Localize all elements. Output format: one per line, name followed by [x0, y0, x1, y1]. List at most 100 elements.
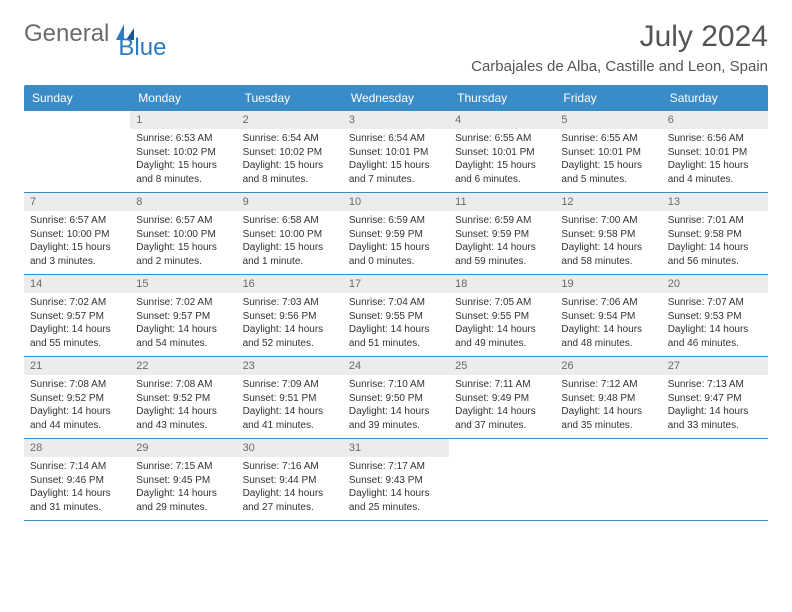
daylight-line: Daylight: 14 hours and 39 minutes.: [349, 405, 443, 432]
day-body: Sunrise: 7:12 AMSunset: 9:48 PMDaylight:…: [555, 375, 661, 438]
day-body: Sunrise: 6:58 AMSunset: 10:00 PMDaylight…: [237, 211, 343, 274]
day-number: 20: [662, 275, 768, 293]
calendar-cell: 7Sunrise: 6:57 AMSunset: 10:00 PMDayligh…: [24, 193, 130, 274]
daylight-line: Daylight: 14 hours and 49 minutes.: [455, 323, 549, 350]
day-number: 7: [24, 193, 130, 211]
day-body: Sunrise: 6:53 AMSunset: 10:02 PMDaylight…: [130, 129, 236, 192]
sunrise-line: Sunrise: 6:57 AM: [30, 214, 124, 228]
day-body: Sunrise: 7:09 AMSunset: 9:51 PMDaylight:…: [237, 375, 343, 438]
sunrise-line: Sunrise: 7:11 AM: [455, 378, 549, 392]
calendar-header-row: Sunday Monday Tuesday Wednesday Thursday…: [24, 85, 768, 111]
sunrise-line: Sunrise: 7:13 AM: [668, 378, 762, 392]
day-number: 10: [343, 193, 449, 211]
day-number: 29: [130, 439, 236, 457]
daylight-line: Daylight: 14 hours and 27 minutes.: [243, 487, 337, 514]
day-body: Sunrise: 7:00 AMSunset: 9:58 PMDaylight:…: [555, 211, 661, 274]
day-number: 28: [24, 439, 130, 457]
col-saturday: Saturday: [662, 85, 768, 111]
sunset-line: Sunset: 10:00 PM: [30, 228, 124, 242]
calendar-cell: 30Sunrise: 7:16 AMSunset: 9:44 PMDayligh…: [237, 439, 343, 520]
day-number: 21: [24, 357, 130, 375]
day-body: Sunrise: 6:55 AMSunset: 10:01 PMDaylight…: [555, 129, 661, 192]
sunset-line: Sunset: 9:52 PM: [136, 392, 230, 406]
daylight-line: Daylight: 15 hours and 6 minutes.: [455, 159, 549, 186]
day-number: 14: [24, 275, 130, 293]
calendar-cell: 3Sunrise: 6:54 AMSunset: 10:01 PMDayligh…: [343, 111, 449, 192]
sunrise-line: Sunrise: 6:58 AM: [243, 214, 337, 228]
sunrise-line: Sunrise: 7:09 AM: [243, 378, 337, 392]
calendar-cell: 18Sunrise: 7:05 AMSunset: 9:55 PMDayligh…: [449, 275, 555, 356]
day-number: 16: [237, 275, 343, 293]
sunset-line: Sunset: 9:48 PM: [561, 392, 655, 406]
daylight-line: Daylight: 14 hours and 56 minutes.: [668, 241, 762, 268]
sunrise-line: Sunrise: 7:02 AM: [30, 296, 124, 310]
calendar-row: 14Sunrise: 7:02 AMSunset: 9:57 PMDayligh…: [24, 275, 768, 357]
day-body: Sunrise: 7:13 AMSunset: 9:47 PMDaylight:…: [662, 375, 768, 438]
day-body: Sunrise: 7:16 AMSunset: 9:44 PMDaylight:…: [237, 457, 343, 520]
col-wednesday: Wednesday: [343, 85, 449, 111]
day-number: 26: [555, 357, 661, 375]
day-number: 27: [662, 357, 768, 375]
sunrise-line: Sunrise: 7:17 AM: [349, 460, 443, 474]
day-body: Sunrise: 6:54 AMSunset: 10:02 PMDaylight…: [237, 129, 343, 192]
daylight-line: Daylight: 15 hours and 2 minutes.: [136, 241, 230, 268]
daylight-line: Daylight: 15 hours and 8 minutes.: [243, 159, 337, 186]
sunrise-line: Sunrise: 6:55 AM: [455, 132, 549, 146]
daylight-line: Daylight: 14 hours and 35 minutes.: [561, 405, 655, 432]
calendar-cell: 27Sunrise: 7:13 AMSunset: 9:47 PMDayligh…: [662, 357, 768, 438]
title-block: July 2024 Carbajales de Alba, Castille a…: [471, 20, 768, 75]
daylight-line: Daylight: 14 hours and 48 minutes.: [561, 323, 655, 350]
sunset-line: Sunset: 10:01 PM: [455, 146, 549, 160]
day-number: 15: [130, 275, 236, 293]
calendar-cell: 9Sunrise: 6:58 AMSunset: 10:00 PMDayligh…: [237, 193, 343, 274]
sunset-line: Sunset: 10:02 PM: [243, 146, 337, 160]
sunrise-line: Sunrise: 6:56 AM: [668, 132, 762, 146]
daylight-line: Daylight: 14 hours and 58 minutes.: [561, 241, 655, 268]
col-thursday: Thursday: [449, 85, 555, 111]
sunrise-line: Sunrise: 7:00 AM: [561, 214, 655, 228]
sunset-line: Sunset: 9:54 PM: [561, 310, 655, 324]
sunrise-line: Sunrise: 6:57 AM: [136, 214, 230, 228]
location: Carbajales de Alba, Castille and Leon, S…: [471, 58, 768, 75]
sunrise-line: Sunrise: 7:10 AM: [349, 378, 443, 392]
daylight-line: Daylight: 14 hours and 41 minutes.: [243, 405, 337, 432]
daylight-line: Daylight: 14 hours and 29 minutes.: [136, 487, 230, 514]
daylight-line: Daylight: 14 hours and 51 minutes.: [349, 323, 443, 350]
calendar-cell: 6Sunrise: 6:56 AMSunset: 10:01 PMDayligh…: [662, 111, 768, 192]
day-number: 23: [237, 357, 343, 375]
day-number: 6: [662, 111, 768, 129]
sunrise-line: Sunrise: 6:59 AM: [455, 214, 549, 228]
sunset-line: Sunset: 9:53 PM: [668, 310, 762, 324]
calendar-cell: 15Sunrise: 7:02 AMSunset: 9:57 PMDayligh…: [130, 275, 236, 356]
sunrise-line: Sunrise: 6:54 AM: [349, 132, 443, 146]
daylight-line: Daylight: 14 hours and 31 minutes.: [30, 487, 124, 514]
sunset-line: Sunset: 9:44 PM: [243, 474, 337, 488]
daylight-line: Daylight: 15 hours and 3 minutes.: [30, 241, 124, 268]
day-body: Sunrise: 6:59 AMSunset: 9:59 PMDaylight:…: [343, 211, 449, 274]
day-body: Sunrise: 6:54 AMSunset: 10:01 PMDaylight…: [343, 129, 449, 192]
day-body: Sunrise: 6:59 AMSunset: 9:59 PMDaylight:…: [449, 211, 555, 274]
day-number: 2: [237, 111, 343, 129]
calendar-cell: 20Sunrise: 7:07 AMSunset: 9:53 PMDayligh…: [662, 275, 768, 356]
daylight-line: Daylight: 14 hours and 25 minutes.: [349, 487, 443, 514]
daylight-line: Daylight: 15 hours and 0 minutes.: [349, 241, 443, 268]
day-body: Sunrise: 6:57 AMSunset: 10:00 PMDaylight…: [24, 211, 130, 274]
day-number: 3: [343, 111, 449, 129]
calendar-row: 21Sunrise: 7:08 AMSunset: 9:52 PMDayligh…: [24, 357, 768, 439]
sunset-line: Sunset: 10:00 PM: [243, 228, 337, 242]
daylight-line: Daylight: 15 hours and 7 minutes.: [349, 159, 443, 186]
col-sunday: Sunday: [24, 85, 130, 111]
calendar-cell: 10Sunrise: 6:59 AMSunset: 9:59 PMDayligh…: [343, 193, 449, 274]
calendar-row: 1Sunrise: 6:53 AMSunset: 10:02 PMDayligh…: [24, 111, 768, 193]
day-number: 5: [555, 111, 661, 129]
calendar-cell: 4Sunrise: 6:55 AMSunset: 10:01 PMDayligh…: [449, 111, 555, 192]
day-body: Sunrise: 7:04 AMSunset: 9:55 PMDaylight:…: [343, 293, 449, 356]
daylight-line: Daylight: 14 hours and 44 minutes.: [30, 405, 124, 432]
day-number: 13: [662, 193, 768, 211]
sunrise-line: Sunrise: 6:59 AM: [349, 214, 443, 228]
day-number: 19: [555, 275, 661, 293]
daylight-line: Daylight: 14 hours and 52 minutes.: [243, 323, 337, 350]
day-body: Sunrise: 7:14 AMSunset: 9:46 PMDaylight:…: [24, 457, 130, 520]
sunrise-line: Sunrise: 7:03 AM: [243, 296, 337, 310]
daylight-line: Daylight: 15 hours and 5 minutes.: [561, 159, 655, 186]
